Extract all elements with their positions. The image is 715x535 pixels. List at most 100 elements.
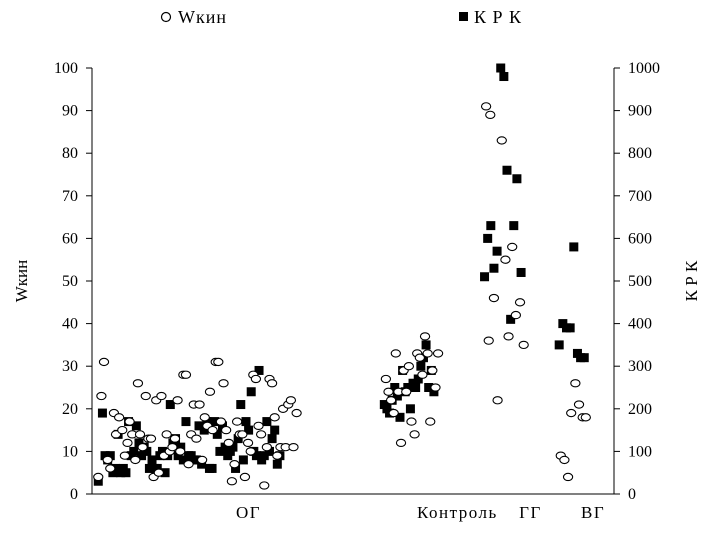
- right-tick-label: 600: [628, 230, 652, 247]
- krk-point: [506, 314, 516, 324]
- wkin-point: [229, 460, 240, 469]
- wkin-point: [425, 417, 436, 426]
- krk-point: [157, 446, 167, 456]
- krk-point: [516, 267, 526, 277]
- left-y-axis-title: Wкин: [12, 260, 31, 303]
- wkin-point: [261, 442, 273, 452]
- krk-point: [244, 425, 254, 435]
- wkin-point: [414, 353, 425, 362]
- wkin-point: [255, 430, 267, 439]
- wkin-point: [427, 366, 438, 375]
- right-tick-label: 200: [628, 401, 652, 418]
- krk-point: [424, 383, 434, 392]
- wkin-point: [226, 477, 238, 486]
- krk-point: [492, 246, 502, 256]
- wkin-point: [223, 438, 234, 448]
- left-tick-label: 90: [62, 103, 78, 120]
- series-krk: [93, 63, 589, 486]
- wkin-point: [221, 425, 232, 435]
- wkin-point: [153, 468, 164, 477]
- krk-point: [251, 451, 261, 461]
- wkin-point: [259, 481, 270, 490]
- krk-point: [215, 446, 225, 456]
- wkin-point: [503, 332, 514, 341]
- right-tick-label: 400: [628, 316, 652, 333]
- wkin-point: [380, 374, 392, 384]
- krk-point: [131, 421, 141, 431]
- series-wkin: [93, 102, 591, 490]
- krk-point: [110, 463, 120, 473]
- wkin-point: [507, 242, 518, 252]
- krk-point: [152, 463, 162, 473]
- krk-point: [199, 425, 209, 435]
- krk-point: [259, 451, 269, 461]
- wkin-point: [124, 417, 135, 426]
- krk-point: [413, 374, 423, 384]
- wkin-point: [253, 421, 264, 430]
- krk-point: [512, 174, 522, 184]
- krk-point: [496, 63, 506, 73]
- krk-point: [395, 412, 405, 422]
- wkin-point: [417, 370, 428, 379]
- krk-point: [218, 421, 227, 431]
- wkin-point: [510, 310, 522, 320]
- left-tick-label: 100: [54, 60, 78, 77]
- left-tick-label: 60: [62, 230, 78, 247]
- wkin-point: [573, 400, 585, 409]
- wkin-point: [500, 255, 511, 264]
- wkin-point: [130, 455, 141, 465]
- wkin-point: [272, 451, 283, 460]
- krk-point: [238, 455, 248, 465]
- wkin-point: [483, 336, 494, 345]
- krk-point: [134, 438, 144, 448]
- legend-marker-krk: [459, 12, 468, 21]
- krk-point: [246, 387, 256, 397]
- left-tick-label: 10: [62, 443, 78, 460]
- wkin-point: [96, 391, 107, 401]
- wkin-point: [102, 455, 113, 465]
- wkin-point: [390, 349, 401, 358]
- wkin-point: [485, 110, 496, 120]
- krk-point: [160, 468, 170, 478]
- wkin-point: [98, 357, 110, 367]
- right-tick-label: 800: [628, 145, 652, 162]
- right-tick-label: 500: [628, 273, 652, 290]
- krk-point: [416, 361, 426, 371]
- krk-point: [176, 442, 186, 452]
- wkin-point: [132, 379, 144, 388]
- krk-point: [178, 455, 188, 465]
- krk-point: [390, 383, 400, 392]
- krk-point: [499, 72, 509, 82]
- wkin-point: [218, 379, 229, 388]
- wkin-point: [196, 455, 208, 465]
- wkin-point: [406, 417, 417, 426]
- krk-point: [272, 459, 282, 469]
- krk-point: [262, 417, 272, 427]
- wkin-point: [401, 387, 412, 396]
- krk-point: [267, 434, 277, 444]
- wkin-point: [113, 413, 125, 422]
- wkin-point: [250, 374, 262, 384]
- group-label: ОГ: [236, 503, 261, 522]
- wkin-point: [514, 298, 526, 307]
- krk-point: [509, 221, 519, 231]
- left-tick-label: 20: [62, 401, 78, 418]
- wkin-point: [496, 136, 507, 145]
- group-label: ГГ: [519, 503, 542, 522]
- krk-point: [142, 446, 152, 456]
- wkin-point: [194, 400, 205, 409]
- krk-point: [202, 417, 212, 427]
- wkin-point: [134, 430, 146, 439]
- krk-point: [212, 429, 222, 439]
- group-label: Контроль: [417, 503, 498, 522]
- wkin-point: [559, 455, 570, 465]
- wkin-point: [480, 102, 492, 111]
- wkin-point: [432, 349, 444, 358]
- krk-point: [236, 400, 246, 410]
- krk-point: [392, 391, 402, 401]
- wkin-point: [492, 396, 503, 405]
- krk-point: [97, 408, 107, 418]
- krk-point: [233, 434, 243, 444]
- krk-point: [421, 340, 431, 350]
